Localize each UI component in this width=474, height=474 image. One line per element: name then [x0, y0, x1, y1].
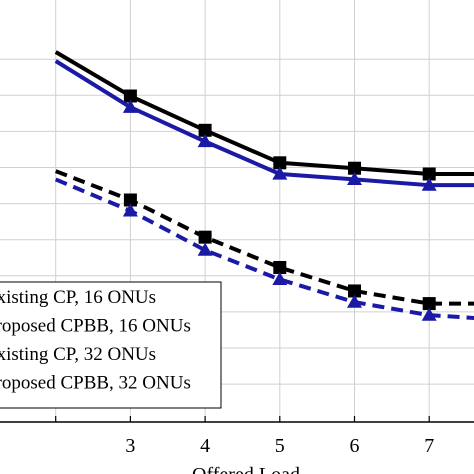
series-4 [54, 177, 474, 321]
data-point-square [123, 193, 137, 207]
series-2 [54, 59, 474, 191]
data-point-triangle [347, 294, 362, 308]
series-1 [54, 50, 474, 181]
series-line [54, 50, 474, 176]
data-point-square [348, 161, 361, 175]
data-point-square [123, 89, 137, 103]
legend-entry-label: Proposed CPBB, 16 ONUs [0, 316, 191, 337]
data-point-triangle [122, 99, 138, 113]
data-point-triangle [197, 134, 213, 148]
legend: Existing CP, 16 ONUs Proposed CPBB, 16 ON… [0, 281, 222, 409]
legend-box [0, 281, 222, 409]
axes: 345678 [0, 416, 474, 457]
data-point-square [198, 123, 212, 137]
data-point-square [198, 230, 212, 244]
series-line [54, 177, 474, 320]
legend-entry-label: Proposed CPBB, 32 ONUs [0, 373, 191, 394]
data-point-triangle [272, 166, 288, 180]
x-tick-label: 3 [125, 435, 135, 457]
data-point-square [273, 260, 287, 274]
legend-entry-label: Existing CP, 32 ONUs [0, 344, 156, 365]
x-tick-label: 4 [200, 435, 210, 457]
data-point-square [422, 297, 436, 311]
data-point-square [348, 284, 361, 298]
x-tick-label: 7 [424, 435, 434, 457]
data-point-triangle [197, 242, 213, 256]
data-point-triangle [122, 203, 138, 217]
data-point-square [273, 156, 287, 170]
series-line [54, 59, 474, 188]
data-point-square [422, 167, 436, 181]
legend-entry-label: Existing CP, 16 ONUs [0, 287, 156, 308]
x-tick-label: 6 [350, 435, 360, 457]
series-layer [54, 50, 474, 321]
data-point-triangle [347, 171, 362, 186]
data-point-triangle [421, 307, 437, 321]
series-3 [54, 169, 474, 311]
x-axis-label: Offered Load [192, 464, 300, 474]
data-point-triangle [421, 177, 437, 191]
data-point-triangle [272, 271, 288, 286]
x-tick-label: 5 [275, 435, 285, 457]
